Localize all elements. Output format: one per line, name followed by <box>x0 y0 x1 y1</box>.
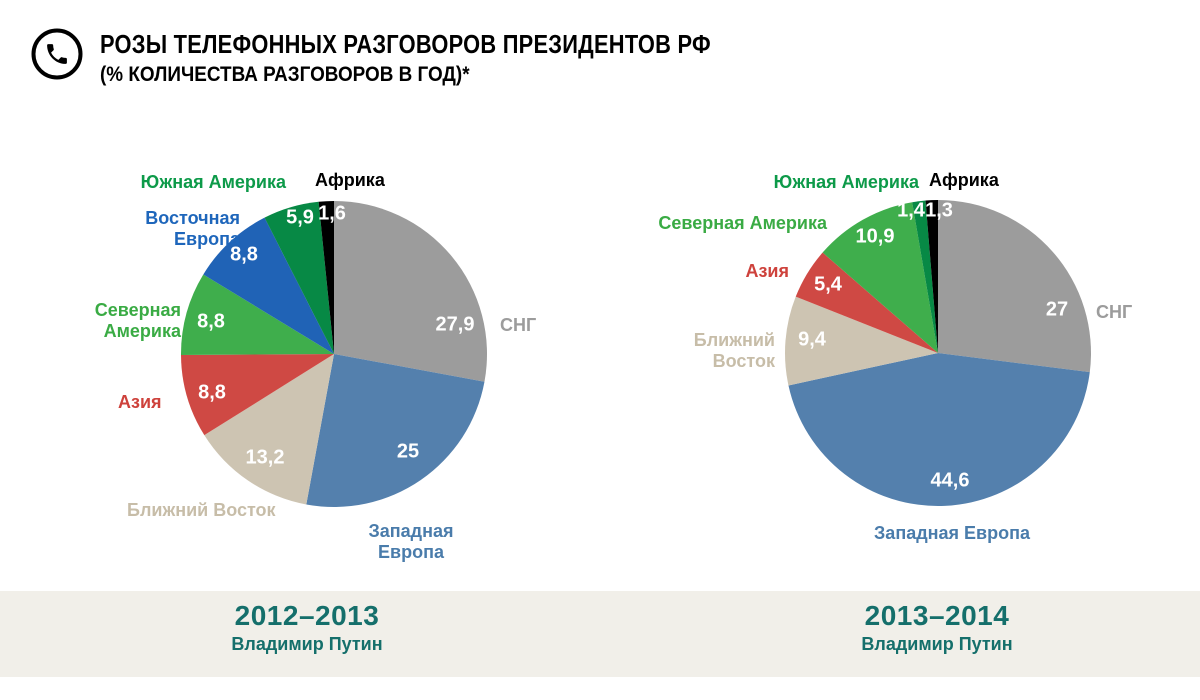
pie0-label-western-europe: Западная Европа <box>368 521 454 562</box>
pie1-label-cis: СНГ <box>1096 302 1133 322</box>
pie1-value-north-america: 10,9 <box>855 225 895 248</box>
pie0-value-asia: 8,8 <box>198 381 226 404</box>
pie1-label-middle-east: Ближний Восток <box>693 330 775 371</box>
pie1-slice-middle-east <box>784 296 938 386</box>
caption-right-years: 2013–2014 <box>864 600 1010 631</box>
pie1-slice-asia <box>795 252 938 353</box>
pie0-label-north-america: Северная Америка <box>94 300 181 341</box>
pie0-value-middle-east: 13,2 <box>245 446 285 469</box>
pie0-value-africa: 1,6 <box>318 202 346 225</box>
pie0-value-western-europe: 25 <box>396 440 420 463</box>
pie1-label-africa: Африка <box>929 170 999 190</box>
pie0-slice-middle-east <box>204 354 334 505</box>
pie0-value-cis: 27,9 <box>435 313 475 336</box>
pie0-slice-asia <box>181 354 334 436</box>
caption-right: 2013–2014 Владимир Путин <box>861 600 1012 655</box>
pie0-slice-cis <box>334 201 488 382</box>
caption-left-person: Владимир Путин <box>231 634 383 654</box>
pie0-label-africa: Африка <box>315 170 385 190</box>
pie0-slice-eastern-europe <box>203 217 334 354</box>
footer-strip: 2012–2013 Владимир Путин 2013–2014 Влади… <box>0 591 1200 677</box>
pie0-value-north-america: 8,8 <box>197 310 225 333</box>
pie1-value-asia: 5,4 <box>814 273 842 296</box>
pie-chart-2012-2013 <box>180 201 488 508</box>
pie0-label-cis: СНГ <box>500 315 537 335</box>
pie1-slice-north-america <box>822 202 938 353</box>
phone-icon <box>30 27 84 86</box>
pie0-slice-north-america <box>180 274 334 355</box>
header: РОЗЫ ТЕЛЕФОННЫХ РАЗГОВОРОВ ПРЕЗИДЕНТОВ Р… <box>100 29 827 87</box>
pie0-slice-western-europe <box>306 354 485 508</box>
pie1-label-asia: Азия <box>745 261 789 281</box>
pie1-slice-south-america <box>912 200 938 353</box>
pie0-slice-africa <box>318 201 334 354</box>
pie1-slice-africa <box>925 200 938 353</box>
pie1-label-western-europe: Западная Европа <box>874 523 1030 543</box>
pie1-label-south-america: Южная Америка <box>773 172 919 192</box>
caption-left: 2012–2013 Владимир Путин <box>231 600 382 655</box>
pie1-value-western-europe: 44,6 <box>930 469 970 492</box>
pie0-label-south-america: Южная Америка <box>140 172 286 192</box>
caption-right-person: Владимир Путин <box>861 634 1013 654</box>
page-title: РОЗЫ ТЕЛЕФОННЫХ РАЗГОВОРОВ ПРЕЗИДЕНТОВ Р… <box>100 29 711 59</box>
pie1-value-africa: 1,3 <box>925 199 953 222</box>
pie0-label-middle-east: Ближний Восток <box>127 500 276 520</box>
pie1-slice-western-europe <box>788 353 1090 506</box>
pie1-slice-cis <box>938 200 1091 373</box>
pie1-value-middle-east: 9,4 <box>798 328 826 351</box>
caption-left-years: 2012–2013 <box>234 600 380 631</box>
pie0-slice-south-america <box>264 201 334 354</box>
pie0-value-south-america: 5,9 <box>286 206 314 229</box>
pie0-value-eastern-europe: 8,8 <box>230 243 258 266</box>
pie-chart-2013-2014 <box>784 200 1091 506</box>
pie1-label-north-america: Северная Америка <box>658 213 827 233</box>
pie1-value-cis: 27 <box>1045 298 1069 321</box>
pie0-label-eastern-europe: Восточная Европа <box>145 208 240 249</box>
pie0-label-asia: Азия <box>118 392 162 412</box>
page-subtitle: (% КОЛИЧЕСТВА РАЗГОВОРОВ В ГОД)* <box>100 63 470 86</box>
pie1-value-south-america: 1,4 <box>897 199 925 222</box>
